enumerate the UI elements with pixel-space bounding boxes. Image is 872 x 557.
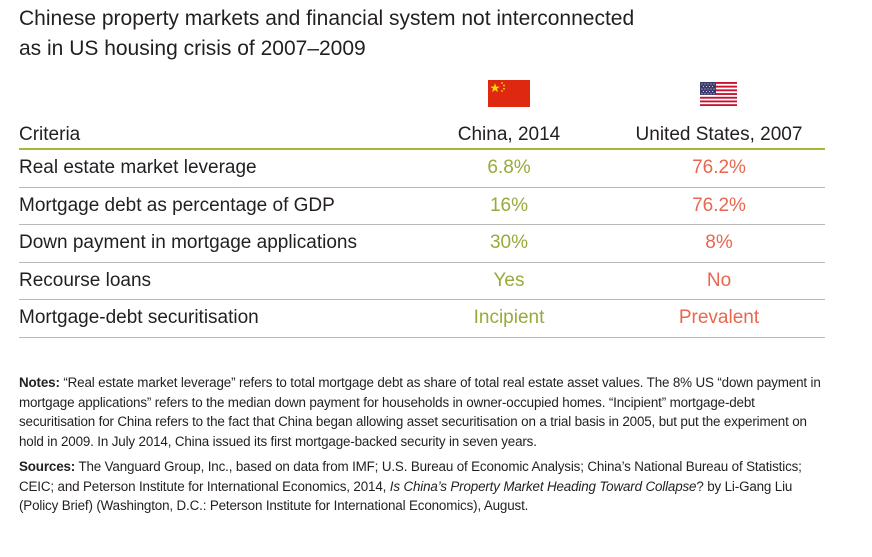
row-criteria: Mortgage-debt securitisation <box>19 307 259 329</box>
title-line-1: Chinese property markets and financial s… <box>19 7 635 30</box>
notes-paragraph: Notes: “Real estate market leverage” ref… <box>19 373 829 451</box>
sources-paragraph: Sources: The Vanguard Group, Inc., based… <box>19 457 829 516</box>
table-row: Recourse loans Yes No <box>19 263 825 300</box>
table-row: Mortgage-debt securitisation Incipient P… <box>19 300 825 338</box>
row-china-value: Incipient <box>473 307 545 329</box>
footnotes: Notes: “Real estate market leverage” ref… <box>19 373 829 516</box>
header-us: United States, 2007 <box>635 124 803 145</box>
row-china-value: 30% <box>489 232 529 254</box>
row-criteria: Real estate market leverage <box>19 157 257 179</box>
sources-label: Sources: <box>19 459 76 474</box>
row-china-value: 6.8% <box>487 157 531 179</box>
row-us-value: 8% <box>705 232 733 254</box>
row-criteria: Down payment in mortgage applications <box>19 232 357 254</box>
row-us-value: 76.2% <box>692 157 746 179</box>
comparison-table: Criteria China, 2014 United States, 2007… <box>19 115 825 338</box>
header-china: China, 2014 <box>457 124 561 145</box>
header-criteria: Criteria <box>19 124 81 145</box>
china-flag-icon <box>488 80 530 107</box>
table-row: Down payment in mortgage applications 30… <box>19 225 825 263</box>
title-line-2: as in US housing crisis of 2007–2009 <box>19 37 366 60</box>
row-us-value: 76.2% <box>692 194 746 216</box>
row-china-value: Yes <box>493 269 525 291</box>
table-row: Mortgage debt as percentage of GDP 16% 7… <box>19 188 825 225</box>
sources-text-end: ? by Li-Gang Liu (Policy Brief) (Washing… <box>19 478 793 514</box>
row-china-value: 16% <box>489 194 529 216</box>
row-criteria: Recourse loans <box>19 269 152 291</box>
table-row: Real estate market leverage 6.8% 76.2% <box>19 150 825 188</box>
notes-label: Notes: <box>19 375 60 390</box>
sources-publication-title: Is China’s Property Market Heading Towar… <box>389 478 697 494</box>
row-us-value: No <box>706 269 732 291</box>
table-header: Criteria China, 2014 United States, 2007 <box>19 115 825 150</box>
us-flag-icon <box>700 82 737 106</box>
page-title: Chinese property markets and financial s… <box>19 4 819 64</box>
row-criteria: Mortgage debt as percentage of GDP <box>19 194 335 216</box>
row-us-value: Prevalent <box>678 307 760 329</box>
notes-text: “Real estate market leverage” refers to … <box>19 375 821 449</box>
sources-text: The Vanguard Group, Inc., based on data … <box>19 459 802 494</box>
